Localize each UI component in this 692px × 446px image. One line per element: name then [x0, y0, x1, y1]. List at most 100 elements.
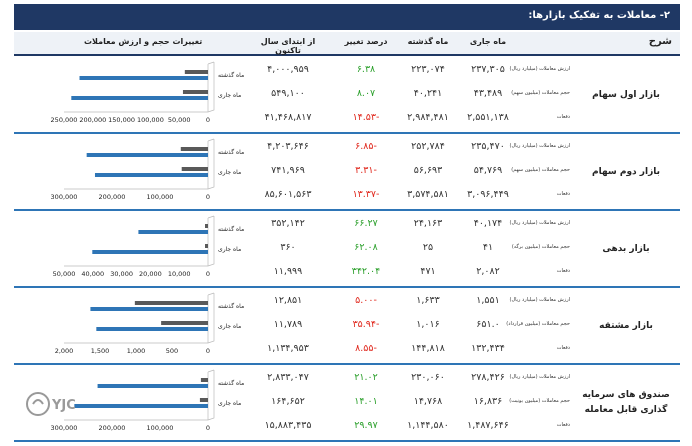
- axis-tick-label: 1,000: [127, 347, 146, 355]
- current-month-value: ۲۳۷,۳۰۵: [471, 64, 505, 75]
- ytd-value: ۳۵۲,۱۴۲: [271, 218, 305, 229]
- change-percent-value: -۱۴.۵۳: [352, 112, 380, 123]
- row-label: ارزش معاملات (میلیارد ریال): [509, 66, 570, 72]
- watermark-logo: YJC: [24, 386, 88, 422]
- last-month-volume-bar: [180, 147, 208, 151]
- current-month-volume-bar: [161, 321, 208, 325]
- axis-tick-label: 200,000: [99, 193, 126, 201]
- bar-chart-svg: 2,000 1,500 1,000 500 0 ماه گذشته ماه جاری: [55, 292, 244, 355]
- ytd-value: ۲,۸۳۳,۰۴۷: [267, 372, 309, 383]
- change-percent-value: -۵.۰۰: [355, 295, 377, 306]
- ytd-value: ۱۲,۸۵۱: [273, 295, 303, 306]
- row-label: دفعات: [556, 345, 570, 351]
- change-percent-value: -۸.۵۵: [355, 343, 377, 354]
- current-month-value-bar: [96, 327, 208, 331]
- market-section: بازار دوم سهام ارزش معاملات (میلیارد ریال…: [14, 135, 680, 211]
- last-month-value-bar: [97, 384, 208, 388]
- last-month-value: ۲۵: [422, 242, 434, 253]
- last-month-value: ۱۴۴,۸۱۸: [411, 343, 445, 354]
- current-month-value: ۴۰,۱۷۴: [473, 218, 503, 229]
- current-month-value: ۱۶,۸۳۶: [473, 396, 503, 407]
- change-percent-value: ۲۹.۹۷: [354, 420, 378, 431]
- ytd-value: ۱۶۴,۶۵۲: [271, 396, 305, 407]
- last-month-chart-label: ماه گذشته: [218, 148, 244, 156]
- row-label: دفعات: [556, 422, 570, 428]
- axis-tick-label: 0: [206, 347, 210, 355]
- axis-tick-label: 100,000: [147, 193, 174, 201]
- chart-axis-frame: [64, 215, 215, 267]
- change-percent-value: ۶۶.۲۷: [354, 218, 378, 229]
- axis-tick-label: 300,000: [51, 424, 78, 432]
- last-month-value: ۱,۶۳۳: [416, 295, 440, 306]
- last-month-volume-bar: [200, 378, 208, 382]
- row-label: حجم معاملات (میلیون یونیت): [509, 398, 570, 404]
- axis-tick-label: 100,000: [147, 424, 174, 432]
- section-title-bar: ۲- معاملات به تفکیک بازارها:: [14, 4, 680, 30]
- market-bar-chart: 2,000 1,500 1,000 500 0 ماه گذشته ماه جاری: [50, 292, 244, 355]
- last-month-value: ۴۷۱: [420, 266, 436, 277]
- axis-tick-label: 200,000: [99, 424, 126, 432]
- current-month-volume-bar: [181, 167, 208, 171]
- change-percent-value: ۱۴.۰۱: [354, 396, 378, 407]
- change-percent-value: ۸.۰۷: [356, 88, 376, 99]
- last-month-value: ۲۳۰,۰۶۰: [411, 372, 445, 383]
- ytd-value: ۴,۲۰۳,۶۴۶: [267, 141, 309, 152]
- yjc-logo-icon: YJC: [26, 392, 76, 416]
- current-month-value: ۴۳,۴۸۹: [473, 88, 503, 99]
- bar-chart-svg: 300,000 200,000 100,000 0 ماه گذشته ماه جاری: [51, 369, 244, 432]
- market-name: بازار دوم سهام: [591, 167, 661, 177]
- market-bar-chart: 300,000 200,000 100,000 0 ماه گذشته ماه جاری: [50, 138, 244, 201]
- ytd-value: ۴,۰۰۰,۹۵۹: [267, 64, 309, 75]
- current-month-chart-label: ماه جاری: [218, 92, 241, 99]
- bar-chart-svg: 300,000 200,000 100,000 0 ماه گذشته ماه جاری: [51, 138, 244, 201]
- last-month-value: ۴۰,۲۴۱: [413, 88, 443, 99]
- ytd-value: ۱۵,۸۸۳,۴۳۵: [264, 420, 312, 431]
- axis-tick-label: 0: [206, 193, 210, 201]
- bar-chart-svg: 50,000 40,000 30,000 20,000 10,000 0 ماه گذشته…: [53, 215, 244, 278]
- market-bar-chart: 300,000 200,000 100,000 0 ماه گذشته ماه جاری: [50, 369, 244, 432]
- ytd-value: ۴۱,۴۶۸,۸۱۷: [264, 112, 312, 123]
- axis-tick-label: 500: [166, 347, 178, 355]
- row-label: دفعات: [556, 114, 570, 120]
- last-month-value: ۱,۱۴۴,۵۸۰: [407, 420, 449, 431]
- table-header: تغییرات حجم و ارزش معاملات از ابتدای سال…: [14, 32, 680, 56]
- ytd-value: ۱,۱۳۴,۹۵۳: [267, 343, 309, 354]
- row-label: ارزش معاملات (میلیارد ریال): [509, 220, 570, 226]
- last-month-value: ۵۶,۶۹۳: [413, 165, 443, 176]
- chart-axis-frame: [64, 61, 215, 113]
- axis-tick-label: 0: [206, 270, 210, 278]
- axis-tick-label: 40,000: [81, 270, 104, 278]
- current-month-value: ۵۴,۷۶۹: [473, 165, 503, 176]
- market-name: بازار بدهی: [602, 244, 650, 254]
- current-month-value: ۱,۴۸۷,۶۴۶: [467, 420, 509, 431]
- last-month-chart-label: ماه گذشته: [218, 302, 244, 310]
- market-section: بازار بدهی ارزش معاملات (میلیارد ریال) ۴۰,…: [14, 212, 680, 288]
- current-month-value-bar: [94, 173, 208, 177]
- row-label: ارزش معاملات (میلیارد ریال): [509, 297, 570, 303]
- current-month-chart-label: ماه جاری: [218, 400, 241, 407]
- current-month-value: ۲,۵۵۱,۱۳۸: [467, 112, 509, 123]
- watermark-text: YJC: [51, 398, 76, 413]
- header-chart-column: تغییرات حجم و ارزش معاملات: [84, 37, 203, 46]
- market-bar-chart: 250,000 200,000 150,000 100,000 50,000 0 ماه گ…: [50, 61, 244, 124]
- header-last-month: ماه گذشته: [407, 37, 449, 46]
- market-section: بازار مشتقه ارزش معاملات (میلیارد ریال) ۱,…: [14, 289, 680, 365]
- last-month-volume-bar: [205, 224, 208, 228]
- axis-tick-label: 20,000: [139, 270, 162, 278]
- current-month-chart-label: ماه جاری: [218, 246, 241, 253]
- current-month-chart-label: ماه جاری: [218, 323, 241, 330]
- last-month-chart-label: ماه گذشته: [218, 225, 244, 233]
- last-month-value: ۲۲۳,۰۷۴: [411, 64, 445, 75]
- axis-tick-label: 50,000: [168, 116, 191, 124]
- change-percent-value: ۳۴۲.۰۴: [351, 266, 381, 277]
- row-label: دفعات: [556, 268, 570, 274]
- row-label: ارزش معاملات (میلیارد ریال): [509, 143, 570, 149]
- last-month-volume-bar: [184, 70, 208, 74]
- current-month-value: ۲۷۸,۴۲۶: [471, 372, 505, 383]
- last-month-value: ۲۴,۱۶۳: [413, 218, 443, 229]
- row-label: حجم معاملات (میلیون سهم): [511, 167, 570, 173]
- axis-tick-label: 300,000: [51, 193, 78, 201]
- axis-tick-label: 50,000: [53, 270, 76, 278]
- change-percent-value: ۶.۳۸: [356, 64, 376, 75]
- change-percent-value: ۶۲.۰۸: [354, 242, 378, 253]
